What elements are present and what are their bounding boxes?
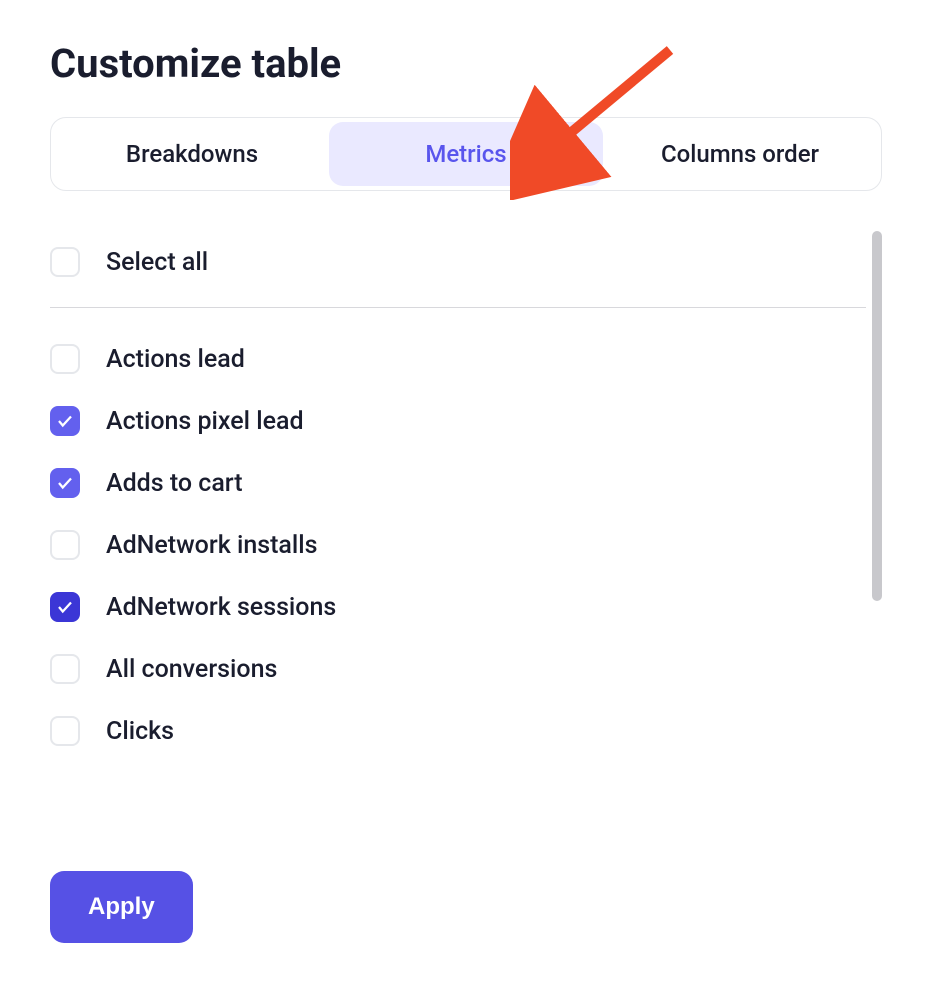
metric-label: AdNetwork sessions — [106, 593, 336, 622]
metric-label: AdNetwork installs — [106, 531, 318, 560]
metric-label: All conversions — [106, 655, 277, 684]
metric-checkbox[interactable] — [50, 406, 80, 436]
metric-checkbox[interactable] — [50, 530, 80, 560]
metric-row: Clicks — [50, 700, 866, 762]
metric-checkbox[interactable] — [50, 468, 80, 498]
metric-label: Clicks — [106, 717, 174, 746]
tab-columns-order[interactable]: Columns order — [603, 122, 877, 186]
apply-button[interactable]: Apply — [50, 871, 193, 943]
metric-checkbox[interactable] — [50, 592, 80, 622]
metric-row: Actions pixel lead — [50, 390, 866, 452]
metric-row: AdNetwork installs — [50, 514, 866, 576]
customize-table-panel: Customize table BreakdownsMetricsColumns… — [0, 0, 932, 973]
metric-row: All conversions — [50, 638, 866, 700]
metric-checkbox[interactable] — [50, 654, 80, 684]
metric-label: Actions lead — [106, 345, 245, 374]
select-all-checkbox[interactable] — [50, 247, 80, 277]
metric-row: AdNetwork sessions — [50, 576, 866, 638]
tab-breakdowns[interactable]: Breakdowns — [55, 122, 329, 186]
select-all-row: Select all — [50, 231, 866, 293]
metric-checkbox[interactable] — [50, 344, 80, 374]
metrics-area: Select all Actions lead Actions pixel lea… — [50, 231, 882, 831]
metric-label: Adds to cart — [106, 469, 243, 498]
divider — [50, 307, 866, 308]
metric-row: Actions lead — [50, 328, 866, 390]
metrics-items: Actions lead Actions pixel lead Adds to ca… — [50, 328, 866, 762]
tabs-container: BreakdownsMetricsColumns order — [50, 117, 882, 191]
tab-metrics[interactable]: Metrics — [329, 122, 603, 186]
page-title: Customize table — [50, 40, 882, 87]
metric-row: Adds to cart — [50, 452, 866, 514]
scrollbar-thumb[interactable] — [872, 231, 882, 601]
metric-label: Actions pixel lead — [106, 407, 304, 436]
metrics-list: Select all Actions lead Actions pixel lea… — [50, 231, 882, 831]
metric-checkbox[interactable] — [50, 716, 80, 746]
select-all-label: Select all — [106, 248, 208, 277]
